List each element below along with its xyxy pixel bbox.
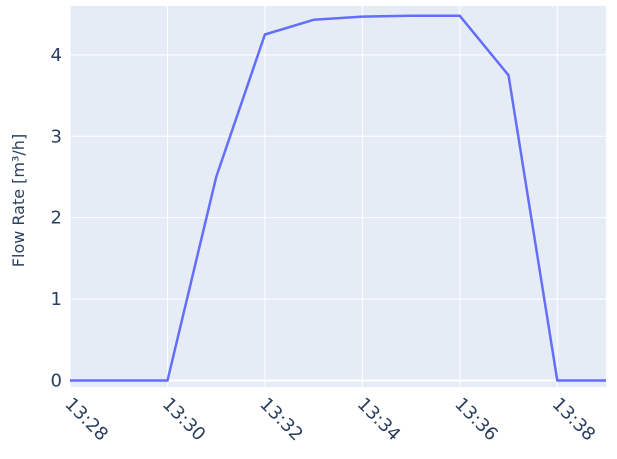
- x-tick-labels: 13:28 13:30 13:32 13:34 13:36 13:38: [60, 394, 599, 446]
- y-axis-title: Flow Rate [m³/h]: [9, 134, 28, 267]
- y-tick-label: 0: [51, 370, 62, 391]
- plot-background: [70, 6, 606, 387]
- y-tick-label: 2: [51, 208, 62, 229]
- y-tick-label: 1: [51, 289, 62, 310]
- x-tick-label: 13:34: [353, 394, 405, 446]
- x-gridlines: [69, 6, 558, 387]
- series-line: [70, 14, 606, 382]
- y-tick-label: 3: [51, 126, 62, 147]
- y-tick-labels: 0 1 2 3 4: [51, 45, 62, 392]
- y-tick-label: 4: [51, 45, 62, 66]
- x-tick-label: 13:28: [60, 394, 112, 446]
- x-tick-label: 13:30: [158, 394, 210, 446]
- series-layer: [70, 14, 606, 382]
- x-tick-label: 13:32: [255, 394, 307, 446]
- x-tick-label: 13:38: [548, 394, 600, 446]
- x-tick-label: 13:36: [450, 394, 502, 446]
